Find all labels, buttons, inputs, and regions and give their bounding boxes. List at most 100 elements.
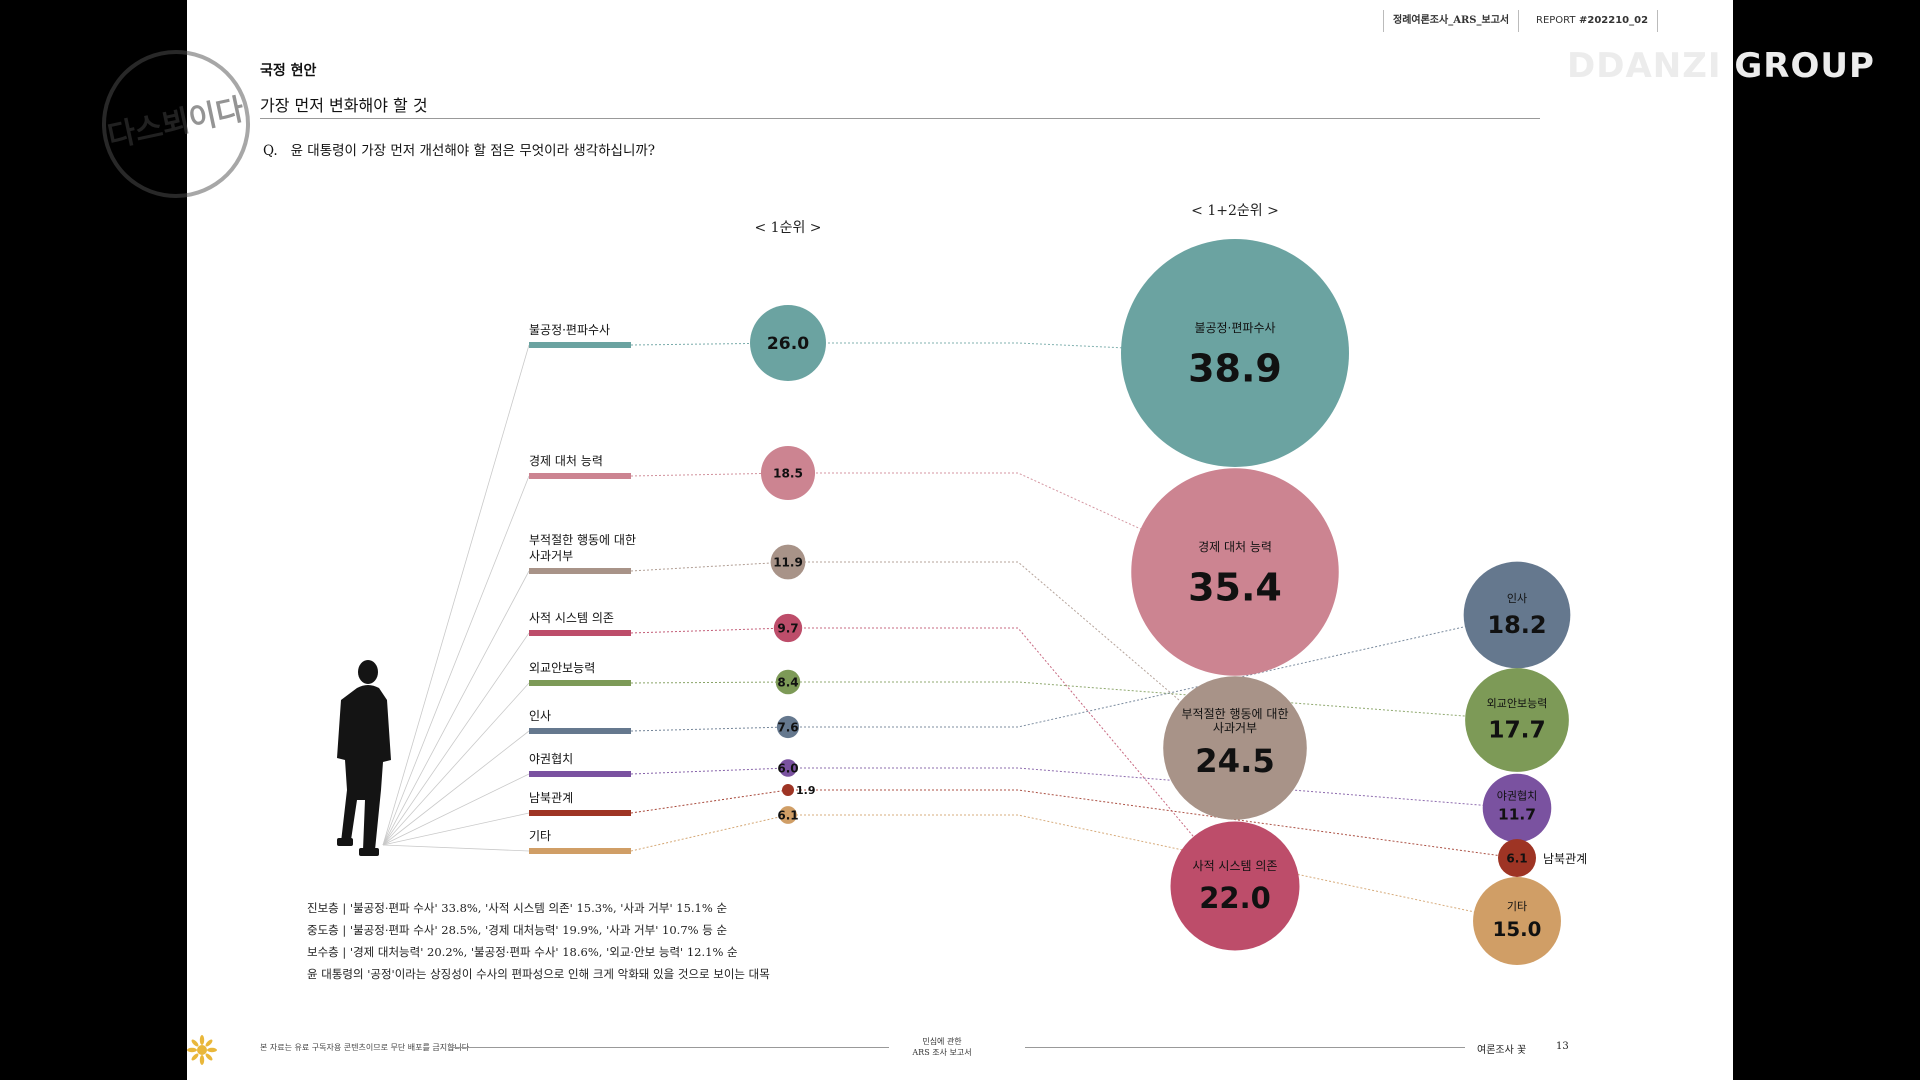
report-name: 정례여론조사_ARS_보고서: [1393, 15, 1510, 26]
rank1-bubble-경제-대처-능력: 18.5: [760, 445, 816, 501]
note-summary: 윤 대통령의 '공정'이라는 상징성이 수사의 편파성으로 인해 크게 악화돼 …: [307, 967, 770, 981]
footer-rule-right: [1025, 1047, 1465, 1048]
legend-swatch-외교안보능력: [529, 680, 631, 686]
rank1-bubble-외교안보능력-circle: [775, 669, 801, 695]
rank12-bubble-경제-대처-능력-value: 35.4: [1188, 566, 1282, 610]
rank1-bubble-외교안보능력-value: 8.4: [777, 675, 798, 689]
legend-label-line: 부적절한 행동에 대한: [529, 532, 636, 547]
note-moderate: 중도층 | '불공정·편파 수사' 28.5%, '경제 대처능력' 19.9%…: [307, 923, 728, 937]
legend-label-line: 사과거부: [529, 549, 573, 563]
rank12-bubble-야권협치-label-line: 야권협치: [1497, 790, 1537, 803]
rank1-bubble-남북관계-circle: [782, 784, 794, 796]
question: Q. 윤 대통령이 가장 먼저 개선해야 할 점은 무엇이라 생각하십니까?: [263, 139, 655, 159]
report-page: 정례여론조사_ARS_보고서 REPORT #202210_02 DDANZI …: [88, 0, 1874, 1080]
fan-line: [382, 475, 530, 846]
legend-label-기타: 기타: [529, 829, 551, 843]
rank1-bubble-부적절한-행동에-대한-사과거부: 11.9: [770, 544, 806, 580]
connector-rank1: [630, 767, 789, 775]
rank12-bubble-외교안보능력-label-line: 외교안보능력: [1487, 697, 1548, 710]
legend-label-line: 남북관계: [529, 791, 573, 805]
legend-swatch-인사: [529, 728, 631, 734]
rank1-bubble-인사: 7.6: [776, 715, 800, 739]
rank1-bubble-불공정-편파수사-value: 26.0: [767, 334, 809, 354]
rank12-bubble-인사-circle: [1463, 561, 1571, 669]
legend-label-야권협치: 야권협치: [529, 752, 573, 766]
report-name-tab: 정례여론조사_ARS_보고서: [1383, 10, 1520, 32]
rank12-bubble-불공정-편파수사-label: 불공정·편파수사: [1194, 321, 1275, 335]
rank12-bubble-야권협치: 야권협치 11.7: [1482, 773, 1552, 843]
legend-label-line: 기타: [529, 829, 551, 843]
legend-label-line: 인사: [529, 709, 551, 723]
rank12-bubble-인사: 인사 18.2: [1463, 561, 1571, 669]
rank1-bubble-사적-시스템-의존-value: 9.7: [777, 621, 798, 635]
rank1-bubble-남북관계-value: 1.9: [796, 784, 816, 797]
question-prefix: Q.: [263, 143, 278, 159]
fan-line: [382, 632, 530, 846]
rank12-bubble-인사-label: 인사: [1507, 592, 1527, 605]
rank12-bubble-부적절한-행동에-대한-사과거부-label-line: 부적절한 행동에 대한: [1182, 706, 1289, 721]
rank12-bubble-사적-시스템-의존-circle: [1170, 821, 1300, 951]
section-divider: [260, 118, 1540, 119]
rank12-bubble-부적절한-행동에-대한-사과거부-label-line: 사과거부: [1213, 721, 1257, 735]
person-silhouette-icon: [337, 660, 391, 856]
connector-rank1: [630, 789, 789, 814]
connector-rank1: [630, 681, 789, 684]
rank12-bubble-부적절한-행동에-대한-사과거부: 부적절한 행동에 대한 사과거부 24.5: [1163, 676, 1307, 820]
connector-rank12: [788, 342, 1236, 354]
legend-label-경제-대처-능력: 경제 대처 능력: [529, 454, 603, 468]
rank12-bubble-사적-시스템-의존: 사적 시스템 의존 22.0: [1170, 821, 1300, 951]
legend-label-line: 야권협치: [529, 752, 573, 766]
bubbles: 26.0 18.5 11.9 9.7 8.4 7.6 6.0 1.9 6.1 불공정·편파수사 38…: [750, 239, 1587, 965]
connector-rank12: [788, 561, 1236, 749]
legend-label-외교안보능력: 외교안보능력: [529, 661, 595, 675]
fan-line: [382, 773, 530, 846]
rank12-bubble-남북관계-value: 6.1: [1506, 851, 1527, 865]
note-progressive: 진보층 | '불공정·편파 수사' 33.8%, '사적 시스템 의존' 15.…: [307, 901, 728, 915]
channel-logo-text: 다스뵈이다: [104, 92, 248, 155]
legend-swatch-부적절한-행동에-대한-사과거부: [529, 568, 631, 574]
report-id-tab: REPORT #202210_02: [1527, 10, 1659, 32]
rank12-bubble-기타: 기타 15.0: [1473, 877, 1561, 965]
connector-rank12: [788, 814, 1518, 922]
legend-swatch-사적-시스템-의존: [529, 630, 631, 636]
legend-label-불공정-편파수사: 불공정·편파수사: [529, 323, 610, 337]
rank12-bubble-사적-시스템-의존-label: 사적 시스템 의존: [1193, 859, 1278, 873]
legend-label-남북관계: 남북관계: [529, 791, 573, 805]
legend-swatch-남북관계: [529, 810, 631, 816]
rank12-bubble-불공정-편파수사-label-line: 불공정·편파수사: [1194, 321, 1275, 335]
rank12-bubble-경제-대처-능력-label: 경제 대처 능력: [1198, 540, 1272, 554]
fan-line: [382, 844, 530, 852]
rank12-bubble-기타-label: 기타: [1507, 900, 1527, 913]
fan-line: [382, 682, 530, 846]
rank12-bubble-야권협치-label: 야권협치: [1497, 790, 1537, 803]
rank1-bubble-야권협치-value: 6.0: [777, 761, 798, 775]
rank1-bubble-외교안보능력: 8.4: [775, 669, 801, 695]
rank12-bubble-경제-대처-능력-label-line: 경제 대처 능력: [1198, 540, 1272, 554]
fan-line: [382, 344, 530, 846]
legend-swatch-불공정-편파수사: [529, 342, 631, 348]
legend-swatch-경제-대처-능력: [529, 473, 631, 479]
connector-rank12: [788, 789, 1518, 859]
rank12-bubble-경제-대처-능력: 경제 대처 능력 35.4: [1131, 468, 1339, 676]
rank1-bubble-기타-circle: [779, 806, 797, 824]
footer-brand: 여론조사 꽃: [1477, 1045, 1527, 1056]
rank1-bubble-사적-시스템-의존-circle: [773, 613, 803, 643]
legend-label-사적-시스템-의존: 사적 시스템 의존: [529, 611, 614, 625]
fan-line: [382, 812, 530, 846]
rank12-bubble-불공정-편파수사-circle: [1121, 239, 1349, 467]
rank12-bubble-사적-시스템-의존-label-line: 사적 시스템 의존: [1193, 859, 1278, 873]
rank12-title: < 1+2순위 >: [1191, 203, 1279, 219]
rank1-bubble-기타: 6.1: [777, 806, 799, 824]
rank1-bubble-경제-대처-능력-value: 18.5: [773, 466, 803, 480]
rank1-bubble-인사-value: 7.6: [777, 720, 798, 734]
rank12-bubble-불공정-편파수사-value: 38.9: [1188, 347, 1282, 391]
fan-line: [382, 730, 530, 846]
footer-center: 민심에 관한 ARS 조사 보고서: [897, 1036, 987, 1058]
footer-rule-left: [449, 1047, 889, 1048]
rank1-bubble-남북관계: 1.9: [782, 784, 816, 797]
rank12-bubble-외교안보능력-label: 외교안보능력: [1487, 697, 1548, 710]
rank12-bubble-경제-대처-능력-circle: [1131, 468, 1339, 676]
